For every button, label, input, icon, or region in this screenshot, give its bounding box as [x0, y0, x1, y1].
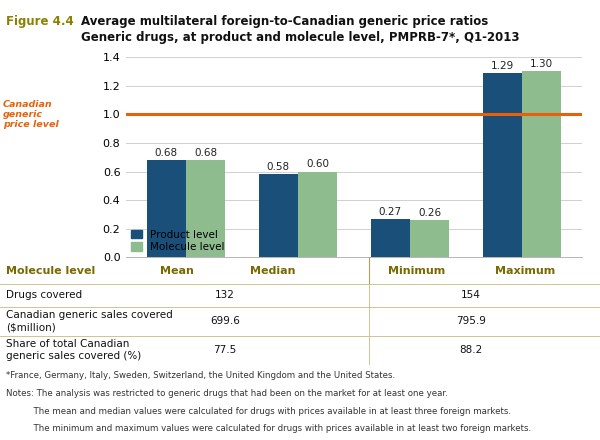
- Text: 0.68: 0.68: [194, 148, 217, 158]
- Bar: [259, 174, 298, 257]
- Text: 795.9: 795.9: [456, 316, 486, 326]
- Text: 154: 154: [461, 290, 481, 300]
- Text: 699.6: 699.6: [210, 316, 240, 326]
- Text: Mean: Mean: [160, 266, 194, 275]
- Text: The mean and median values were calculated for drugs with prices available in at: The mean and median values were calculat…: [6, 407, 511, 415]
- Text: 77.5: 77.5: [214, 345, 236, 355]
- Text: Maximum: Maximum: [495, 266, 555, 275]
- Text: Drugs covered: Drugs covered: [6, 290, 82, 300]
- Bar: [147, 160, 186, 257]
- Legend: Product level, Molecule level: Product level, Molecule level: [131, 230, 224, 252]
- Text: 1.29: 1.29: [491, 61, 514, 71]
- Text: 1.30: 1.30: [530, 59, 553, 69]
- Text: Molecule level: Molecule level: [6, 266, 95, 275]
- Text: 88.2: 88.2: [460, 345, 482, 355]
- Text: Canadian
generic
price level: Canadian generic price level: [3, 99, 59, 129]
- Text: Median: Median: [250, 266, 296, 275]
- Bar: [371, 219, 410, 257]
- Bar: [483, 73, 522, 257]
- Text: *France, Germany, Italy, Sweden, Switzerland, the United Kingdom and the United : *France, Germany, Italy, Sweden, Switzer…: [6, 371, 395, 380]
- Bar: [410, 220, 449, 257]
- Text: 0.68: 0.68: [155, 148, 178, 158]
- Text: Generic drugs, at product and molecule level, PMPRB-7*, Q1-2013: Generic drugs, at product and molecule l…: [81, 31, 520, 44]
- Text: Share of total Canadian
generic sales covered (%): Share of total Canadian generic sales co…: [6, 339, 141, 361]
- Text: Notes: The analysis was restricted to generic drugs that had been on the market : Notes: The analysis was restricted to ge…: [6, 389, 448, 398]
- Text: 132: 132: [215, 290, 235, 300]
- Text: Average multilateral foreign-to-Canadian generic price ratios: Average multilateral foreign-to-Canadian…: [81, 15, 488, 29]
- Text: 0.26: 0.26: [418, 208, 441, 218]
- Text: Canadian generic sales covered
($million): Canadian generic sales covered ($million…: [6, 310, 173, 332]
- Bar: [298, 172, 337, 257]
- Text: The minimum and maximum values were calculated for drugs with prices available i: The minimum and maximum values were calc…: [6, 424, 531, 433]
- Text: 0.27: 0.27: [379, 206, 402, 216]
- Text: Figure 4.4: Figure 4.4: [6, 15, 74, 29]
- Text: 0.58: 0.58: [267, 162, 290, 172]
- Text: Minimum: Minimum: [388, 266, 446, 275]
- Bar: [186, 160, 225, 257]
- Bar: [522, 71, 561, 257]
- Text: 0.60: 0.60: [306, 159, 329, 169]
